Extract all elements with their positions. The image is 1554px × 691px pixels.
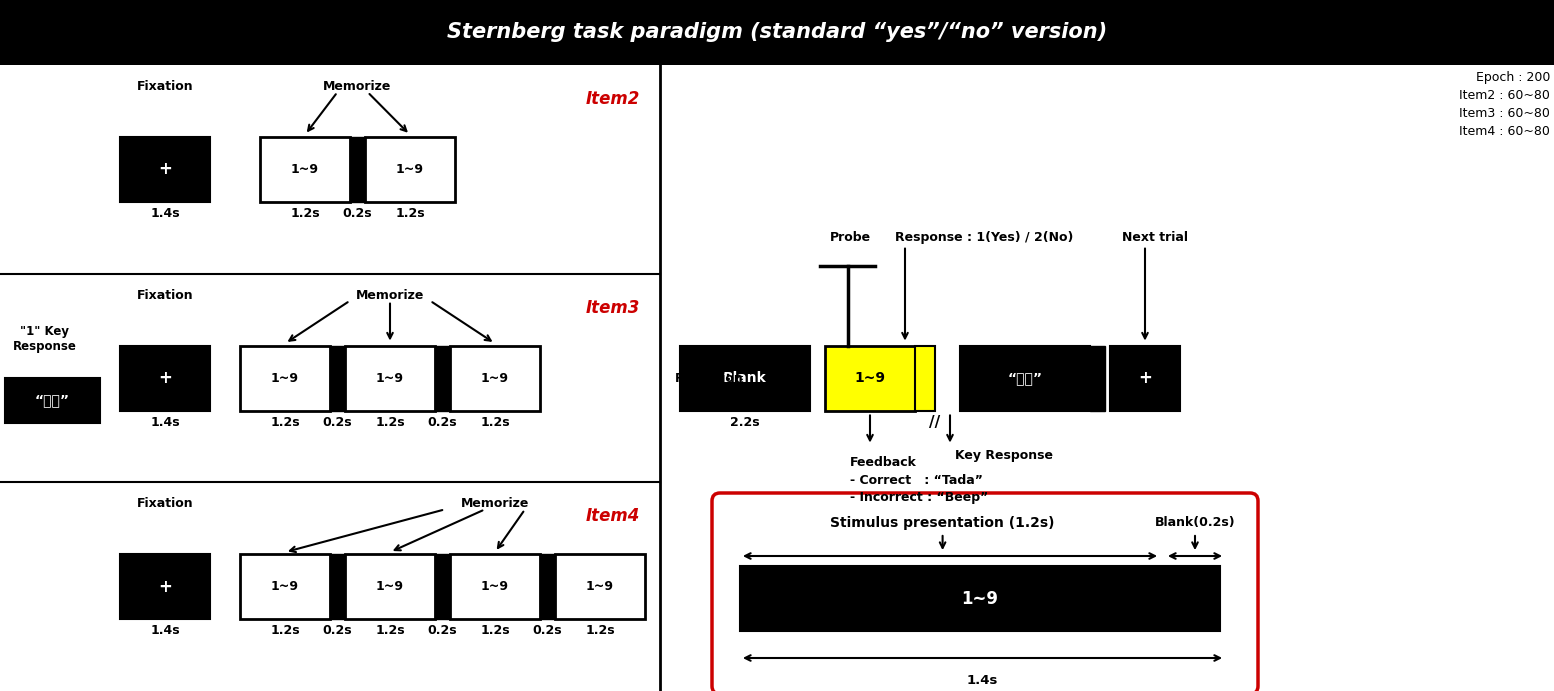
Text: 1.2s: 1.2s [270,624,300,637]
FancyBboxPatch shape [712,493,1259,691]
Text: Item3: Item3 [586,299,640,316]
Text: 1.2s: 1.2s [375,415,404,428]
Bar [350,137,365,202]
Text: Fixation: Fixation [137,498,193,511]
Text: +: + [159,369,172,387]
Text: 1.2s: 1.2s [291,207,320,220]
Bar [345,554,435,619]
Text: 1.4s: 1.4s [151,207,180,220]
Text: 0.2s: 0.2s [323,624,353,637]
Text: Feedback
- Correct   : “Tada”
- Incorrect : “Beep”: Feedback - Correct : “Tada” - Incorrect … [850,455,988,504]
Text: Stimulus presentation (1.2s): Stimulus presentation (1.2s) [830,516,1055,530]
Text: 1~9: 1~9 [396,163,424,176]
Bar [120,346,210,410]
Text: Response : 1(Yes) / 2(No): Response : 1(Yes) / 2(No) [895,231,1074,244]
Text: 1~9: 1~9 [376,580,404,593]
Text: +: + [1138,369,1152,387]
Text: “준비”: “준비” [36,393,70,408]
Text: Epoch : 200
Item2 : 60~80
Item3 : 60~80
Item4 : 60~80: Epoch : 200 Item2 : 60~80 Item3 : 60~80 … [1459,71,1549,138]
Bar [435,554,451,619]
Text: 1.4s: 1.4s [967,674,998,687]
Text: Blank: Blank [723,371,766,385]
Text: //: // [929,415,940,430]
Text: 1.2s: 1.2s [480,624,510,637]
Text: 0.2s: 0.2s [533,624,563,637]
Text: Probe: Probe [830,231,870,244]
Bar [915,346,936,410]
Text: Next trial: Next trial [1122,231,1187,244]
Bar [740,566,1220,631]
Bar [260,137,350,202]
Text: 1.2s: 1.2s [395,207,424,220]
Text: Item2: Item2 [586,90,640,108]
Bar [1110,346,1179,410]
Text: 0.2s: 0.2s [427,415,457,428]
Text: 1.2s: 1.2s [375,624,404,637]
Bar [960,346,1089,410]
Bar [681,346,810,410]
Text: 1~9: 1~9 [586,580,614,593]
Bar [539,554,555,619]
Bar [825,346,915,410]
Text: 2.2s: 2.2s [730,415,760,428]
Bar [365,137,455,202]
Bar [239,346,329,410]
Text: 1.4s: 1.4s [151,624,180,637]
Bar [0,0,1554,65]
Text: Blank(0.2s): Blank(0.2s) [1155,516,1235,529]
Text: 1.2s: 1.2s [480,415,510,428]
Text: 0.2s: 0.2s [323,415,353,428]
Text: 1~9: 1~9 [482,372,510,384]
Text: 0.2s: 0.2s [343,207,373,220]
Text: Fixation: Fixation [137,289,193,302]
Bar [5,378,99,423]
Text: Memorize: Memorize [462,498,530,511]
Bar [345,346,435,410]
Bar [451,554,539,619]
Bar [329,346,345,410]
Bar [1089,346,1105,410]
Text: Memorize: Memorize [323,80,392,93]
Text: 1~9: 1~9 [855,371,886,385]
Text: Retention: Retention [674,372,744,384]
Text: +: + [159,160,172,178]
Bar [239,554,329,619]
Bar [329,554,345,619]
Bar [555,554,645,619]
Text: Sternberg task paradigm (standard “yes”/“no” version): Sternberg task paradigm (standard “yes”/… [448,23,1106,43]
Text: 1~9: 1~9 [482,580,510,593]
Text: “준비”: “준비” [1007,371,1043,385]
Text: 1~9: 1~9 [270,372,298,384]
Bar [451,346,539,410]
Text: 1~9: 1~9 [291,163,319,176]
Text: "1" Key
Response: "1" Key Response [12,325,78,353]
Text: +: + [159,578,172,596]
Bar [120,554,210,619]
Text: Fixation: Fixation [137,80,193,93]
Bar [120,137,210,202]
Text: 1~9: 1~9 [270,580,298,593]
Bar [435,346,451,410]
Text: 1~9: 1~9 [962,589,999,607]
Text: Item4: Item4 [586,507,640,525]
Text: 1.4s: 1.4s [151,415,180,428]
Text: Key Response: Key Response [956,448,1054,462]
Text: 1~9: 1~9 [376,372,404,384]
Text: 1.2s: 1.2s [586,624,615,637]
Text: Memorize: Memorize [356,289,424,302]
Text: 1.2s: 1.2s [270,415,300,428]
Text: 0.2s: 0.2s [427,624,457,637]
